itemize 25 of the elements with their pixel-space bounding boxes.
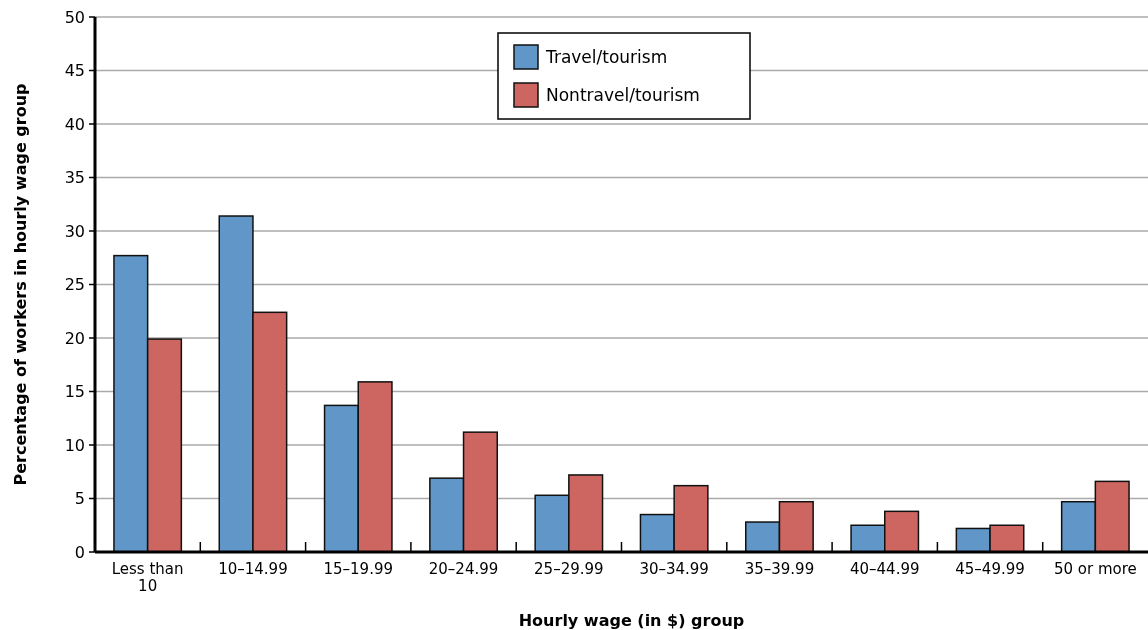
y-tick-label: 5 [74, 489, 85, 509]
x-tick-label: 25–29.99 [534, 560, 604, 578]
x-axis-title: Hourly wage (in $) group [518, 611, 745, 630]
y-tick-label: 50 [64, 7, 85, 27]
y-tick-label: 20 [64, 328, 85, 348]
x-tick-label: Less than 10 [111, 560, 184, 595]
x-tick-label: 35–39.99 [744, 560, 815, 578]
x-tick-label: 50 or more [1053, 560, 1137, 578]
y-tick-label: 30 [64, 221, 85, 241]
y-tick-label: 40 [64, 114, 85, 134]
y-tick-label: 25 [64, 275, 85, 295]
x-tick-label: 45–49.99 [955, 560, 1025, 578]
y-tick-label: 0 [74, 542, 85, 562]
x-tick-label: 30–34.99 [639, 560, 709, 578]
x-tick-label: 10–14.99 [218, 560, 288, 578]
legend-label: Nontravel/tourism [546, 84, 700, 105]
legend-label: Travel/tourism [545, 46, 668, 67]
x-tick-label: 40–44.99 [849, 560, 920, 578]
y-tick-label: 35 [64, 168, 85, 188]
x-tick-label: 15–19.99 [323, 560, 394, 578]
y-tick-label: 15 [64, 382, 85, 402]
y-axis-title: Percentage of workers in hourly wage group [11, 83, 30, 486]
y-tick-label: 10 [64, 435, 85, 455]
y-tick-label: 45 [64, 61, 85, 81]
x-tick-label: 20–24.99 [428, 560, 499, 578]
